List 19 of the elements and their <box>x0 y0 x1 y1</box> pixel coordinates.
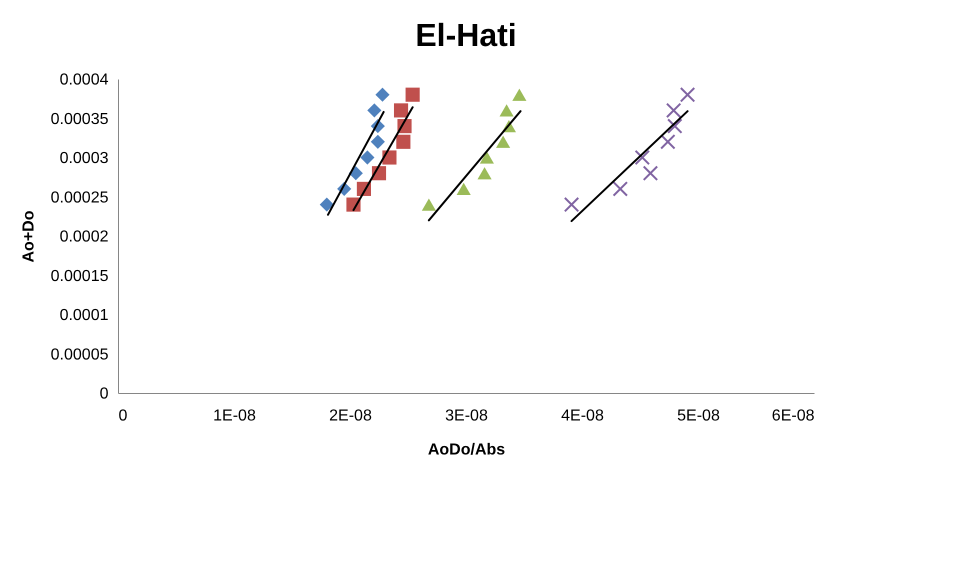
x-tick-label: 3E-08 <box>445 408 488 424</box>
y-tick-label: 0.00025 <box>50 189 109 206</box>
x-tick-label: 0 <box>118 408 128 424</box>
y-tick-label: 0.0003 <box>60 150 109 167</box>
x-tick-label: 4E-08 <box>561 408 604 424</box>
y-tick-label: 0.00035 <box>50 110 109 128</box>
y-tick-label: 0 <box>100 386 109 402</box>
y-tick-label: 0.0001 <box>60 307 109 324</box>
chart-title: El-Hati <box>415 17 517 53</box>
x-tick-label: 1E-08 <box>213 408 256 424</box>
y-tick-label: 0.00015 <box>50 268 109 285</box>
x-tick-label: 2E-08 <box>329 408 372 424</box>
x-tick-label: 5E-08 <box>677 408 720 424</box>
y-tick-label: 0.00005 <box>50 346 109 364</box>
x-tick-label: 6E-08 <box>772 408 815 424</box>
y-tick-label: 0.0002 <box>60 228 109 246</box>
x-axis-title: AoDo/Abs <box>428 442 506 458</box>
y-tick-label: 0.0004 <box>60 72 109 88</box>
y-axis-title: Ao+Do <box>20 210 38 262</box>
